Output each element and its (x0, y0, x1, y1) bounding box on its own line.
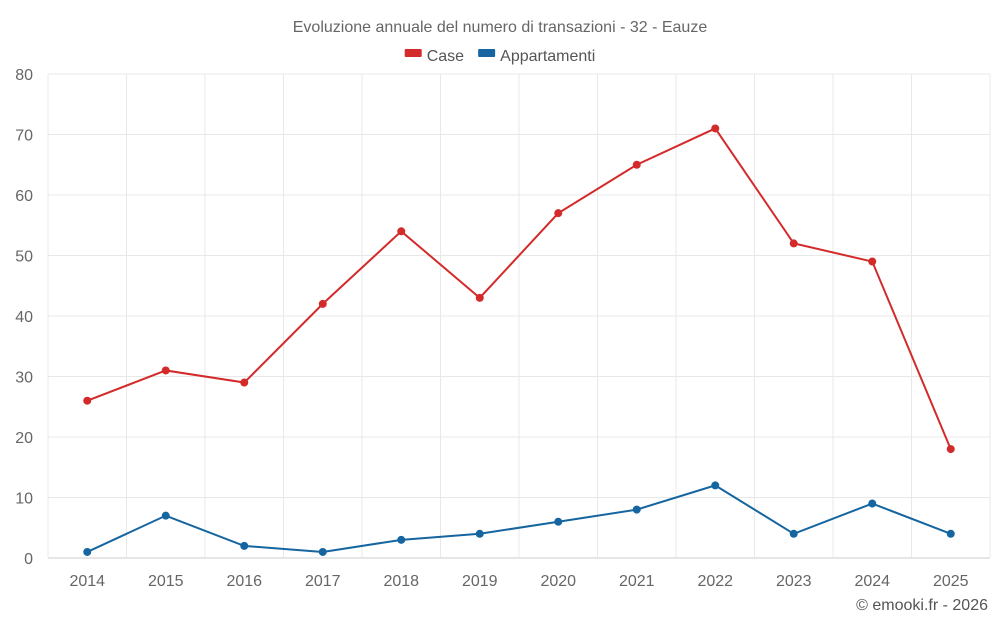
data-point-appartamenti[interactable] (475, 529, 484, 538)
grid (47, 73, 991, 559)
legend-label: Appartamenti (500, 48, 595, 65)
data-point-appartamenti[interactable] (554, 517, 563, 526)
x-tick-label: 2015 (148, 573, 184, 590)
series-line-appartamenti (86, 484, 952, 553)
data-point-case[interactable] (946, 445, 955, 454)
data-point-appartamenti[interactable] (946, 529, 955, 538)
data-point-case[interactable] (161, 366, 170, 375)
data-point-case[interactable] (240, 378, 249, 387)
data-point-case[interactable] (632, 160, 641, 169)
x-tick-label: 2021 (619, 573, 655, 590)
data-point-case[interactable] (475, 293, 484, 302)
x-tick-label: 2022 (697, 573, 733, 590)
y-tick-label: 40 (15, 309, 33, 326)
axes: 0 10 20 30 40 50 60 70 80 2014 2015 2016 2017 2018 201… (15, 67, 968, 590)
data-point-case[interactable] (711, 124, 720, 133)
x-tick-label: 2020 (540, 573, 576, 590)
data-point-case[interactable] (318, 299, 327, 308)
data-point-appartamenti[interactable] (789, 529, 798, 538)
legend-item-appartamenti[interactable]: Appartamenti (478, 48, 595, 65)
x-tick-label: 2014 (69, 573, 105, 590)
y-tick-label: 0 (24, 551, 33, 568)
series-layer (83, 124, 955, 556)
x-tick-label: 2024 (854, 573, 890, 590)
data-point-appartamenti[interactable] (397, 535, 406, 544)
data-point-appartamenti[interactable] (83, 547, 92, 556)
data-point-appartamenti[interactable] (240, 541, 249, 550)
legend-label: Case (427, 48, 464, 65)
data-point-appartamenti[interactable] (318, 547, 327, 556)
y-tick-label: 20 (15, 430, 33, 447)
data-point-case[interactable] (83, 396, 92, 405)
x-tick-label: 2023 (776, 573, 812, 590)
data-point-case[interactable] (868, 257, 877, 266)
data-point-case[interactable] (397, 227, 406, 236)
x-tick-label: 2025 (933, 573, 969, 590)
data-point-appartamenti[interactable] (632, 505, 641, 514)
x-tick-label: 2018 (383, 573, 419, 590)
x-tick-label: 2016 (226, 573, 262, 590)
y-tick-label: 30 (15, 370, 33, 387)
legend: Case Appartamenti (404, 48, 595, 65)
chart-title: Evoluzione annuale del numero di transaz… (293, 19, 708, 36)
data-point-case[interactable] (789, 239, 798, 248)
credit-text: © emooki.fr - 2026 (856, 597, 988, 614)
y-tick-label: 50 (15, 249, 33, 266)
series-line-case (86, 127, 952, 450)
legend-item-case[interactable]: Case (404, 48, 464, 65)
y-tick-label: 80 (15, 67, 33, 84)
y-tick-label: 70 (15, 128, 33, 145)
y-tick-label: 10 (15, 491, 33, 508)
legend-swatch (404, 49, 422, 57)
data-point-appartamenti[interactable] (868, 499, 877, 508)
data-point-appartamenti[interactable] (161, 511, 170, 520)
data-point-appartamenti[interactable] (711, 481, 720, 490)
x-tick-label: 2017 (305, 573, 341, 590)
data-point-case[interactable] (554, 209, 563, 218)
x-tick-label: 2019 (462, 573, 498, 590)
legend-swatch (478, 49, 496, 57)
y-tick-label: 60 (15, 188, 33, 205)
